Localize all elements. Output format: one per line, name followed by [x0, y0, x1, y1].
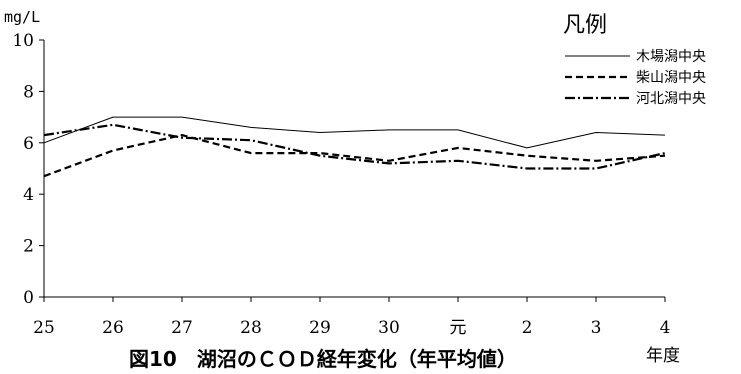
legend-label-2: 柴山潟中央	[636, 70, 706, 86]
x-tick-label: 26	[102, 318, 124, 338]
y-ticks: 0 2 4 6 8 10	[12, 31, 44, 308]
legend-label-1: 木場潟中央	[636, 49, 706, 65]
x-tick-label: 28	[240, 318, 262, 338]
x-tick-label: 元	[450, 318, 467, 338]
y-tick-label: 2	[23, 237, 34, 257]
y-tick-label: 10	[12, 31, 34, 51]
x-tick-label: 30	[378, 318, 400, 338]
y-tick-label: 4	[23, 185, 34, 205]
x-axis-unit-label: 年度	[646, 346, 680, 366]
x-tick-label: 27	[171, 318, 193, 338]
y-tick-label: 0	[23, 288, 34, 308]
series-line-2	[44, 135, 665, 176]
y-tick-label: 6	[23, 134, 34, 154]
x-tick-label: 29	[309, 318, 331, 338]
x-ticks: 25 26 27 28 29 30 元 2 3 4	[33, 297, 670, 338]
legend-label-3: 河北潟中央	[636, 91, 706, 107]
legend-title: 凡例	[563, 13, 607, 38]
y-tick-label: 8	[23, 82, 34, 102]
x-tick-label: 3	[591, 318, 602, 338]
series-line-1	[44, 117, 665, 148]
series-lines	[44, 117, 665, 176]
x-tick-label: 4	[660, 318, 671, 338]
axes	[44, 40, 665, 297]
chart-title: 図10 湖沼のＣＯＤ経年変化（年平均値）	[129, 347, 517, 370]
y-axis-unit-label: mg/L	[4, 8, 40, 26]
x-tick-label: 2	[522, 318, 533, 338]
x-tick-label: 25	[33, 318, 55, 338]
